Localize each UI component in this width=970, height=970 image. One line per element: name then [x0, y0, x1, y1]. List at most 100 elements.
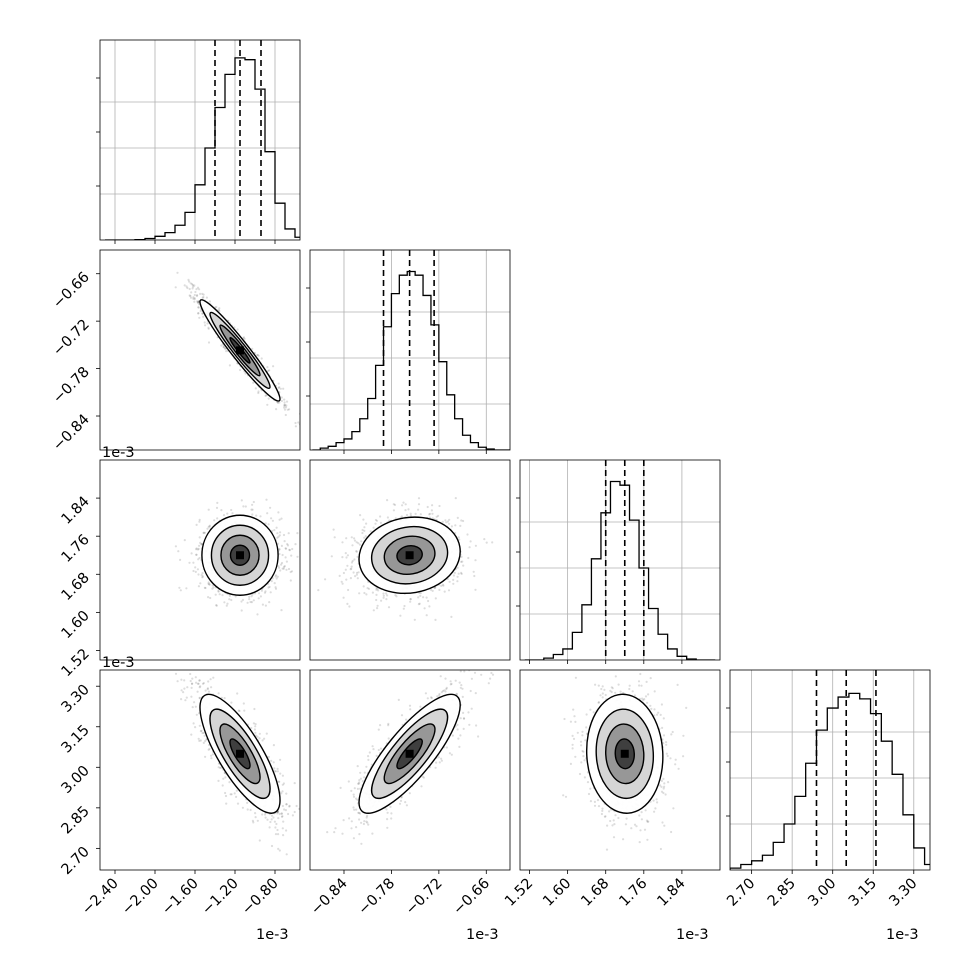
scatter-point — [280, 815, 284, 818]
scatter-point — [402, 607, 405, 610]
scatter-point — [217, 589, 220, 592]
y-tick-label: −0.78 — [50, 364, 93, 407]
scatter-point — [419, 592, 422, 595]
scatter-point — [276, 532, 279, 535]
scatter-point — [221, 784, 224, 787]
density-peak — [405, 551, 414, 560]
scatter-point — [201, 576, 204, 579]
scatter-point — [409, 514, 412, 517]
scatter-point — [204, 755, 207, 758]
scatter-point — [409, 600, 412, 603]
scatter-point — [197, 300, 200, 303]
scatter-point — [347, 588, 350, 592]
scatter-point — [277, 833, 280, 836]
scatter-point — [270, 517, 273, 520]
scatter-point — [199, 541, 202, 545]
scatter-point — [202, 293, 205, 296]
scatter-point — [290, 570, 294, 573]
scatter-point — [206, 322, 209, 325]
scatter-point — [452, 574, 455, 577]
scatter-point — [278, 518, 281, 521]
panel-row2-col1: −0.66−0.72−0.78−0.84 — [50, 249, 301, 454]
scatter-point — [366, 587, 369, 590]
panels-layer: 2.70 2.85 3.00 3.15 3.30 −0.66−0.72−0.78−0.84… — [50, 39, 931, 918]
scatter-point — [272, 744, 275, 747]
scatter-point — [198, 536, 201, 539]
scatter-point — [440, 584, 443, 588]
scatter-point — [417, 508, 420, 511]
scatter-point — [285, 404, 288, 407]
scatter-point — [194, 570, 197, 574]
scatter-point — [215, 604, 218, 607]
scatter-point — [361, 531, 364, 535]
scatter-point — [284, 547, 287, 550]
scatter-point — [281, 783, 284, 786]
scatter-point — [344, 568, 347, 571]
scatter-point — [280, 544, 283, 548]
scatter-point — [269, 506, 272, 509]
scatter-point — [265, 498, 268, 501]
scatter-point — [198, 520, 201, 523]
panel-row4-col4: 2.70 2.85 3.00 3.15 3.30 — [724, 669, 931, 910]
scatter-point — [341, 582, 344, 585]
scatter-point — [419, 594, 422, 598]
scatter-point — [460, 555, 463, 559]
scatter-point — [317, 589, 320, 592]
scatter-point — [205, 296, 208, 299]
scatter-point — [243, 709, 246, 712]
scatter-point — [214, 593, 217, 596]
scatter-point — [248, 595, 251, 599]
scatter-point — [363, 591, 366, 595]
scatter-point — [409, 512, 412, 515]
scatter-point — [345, 537, 348, 540]
scatter-point — [450, 615, 453, 619]
scatter-point — [462, 519, 465, 523]
scatter-point — [442, 584, 445, 587]
scatter-point — [260, 357, 263, 360]
scatter-point — [180, 689, 183, 692]
scatter-point — [231, 512, 234, 515]
scatter-point — [183, 284, 186, 287]
scatter-point — [202, 531, 205, 535]
scatter-point — [283, 540, 286, 543]
panel-row4-col1: 3.303.153.002.852.70−2.40−2.00−1.60−1.20… — [59, 669, 301, 918]
scatter-point — [452, 578, 455, 582]
scatter-point — [190, 283, 194, 286]
scatter-point — [485, 541, 488, 544]
scatter-point — [208, 583, 211, 586]
scatter-point — [206, 527, 209, 530]
scatter-point — [221, 594, 224, 597]
scatter-point — [365, 593, 368, 596]
scatter-point — [294, 543, 297, 546]
scatter-point — [392, 503, 395, 506]
scatter-point — [448, 580, 451, 583]
scatter-point — [434, 597, 437, 600]
scatter-point — [409, 598, 412, 601]
scatter-point — [217, 692, 220, 695]
scatter-point — [297, 421, 300, 424]
scatter-point — [386, 516, 389, 519]
scatter-point — [353, 558, 356, 561]
scatter-point — [252, 599, 255, 602]
scatter-point — [456, 575, 459, 578]
density-peak — [236, 346, 244, 355]
scatter-point — [207, 680, 210, 683]
scatter-point — [259, 515, 262, 518]
scatter-point — [198, 518, 201, 522]
scatter-point — [201, 312, 204, 315]
scatter-point — [265, 732, 268, 735]
scatter-point — [207, 508, 210, 511]
scatter-point — [285, 568, 288, 571]
scatter-point — [392, 509, 395, 512]
scatter-point — [256, 353, 259, 357]
scatter-point — [204, 689, 207, 692]
scatter-point — [174, 286, 177, 289]
histogram-step — [312, 270, 510, 450]
scatter-point — [428, 513, 431, 516]
scatter-point — [230, 508, 233, 512]
scatter-point — [282, 782, 285, 785]
scatter-point — [448, 518, 451, 521]
scatter-point — [346, 602, 349, 606]
scatter-point — [211, 753, 214, 756]
scatter-point — [224, 776, 227, 779]
